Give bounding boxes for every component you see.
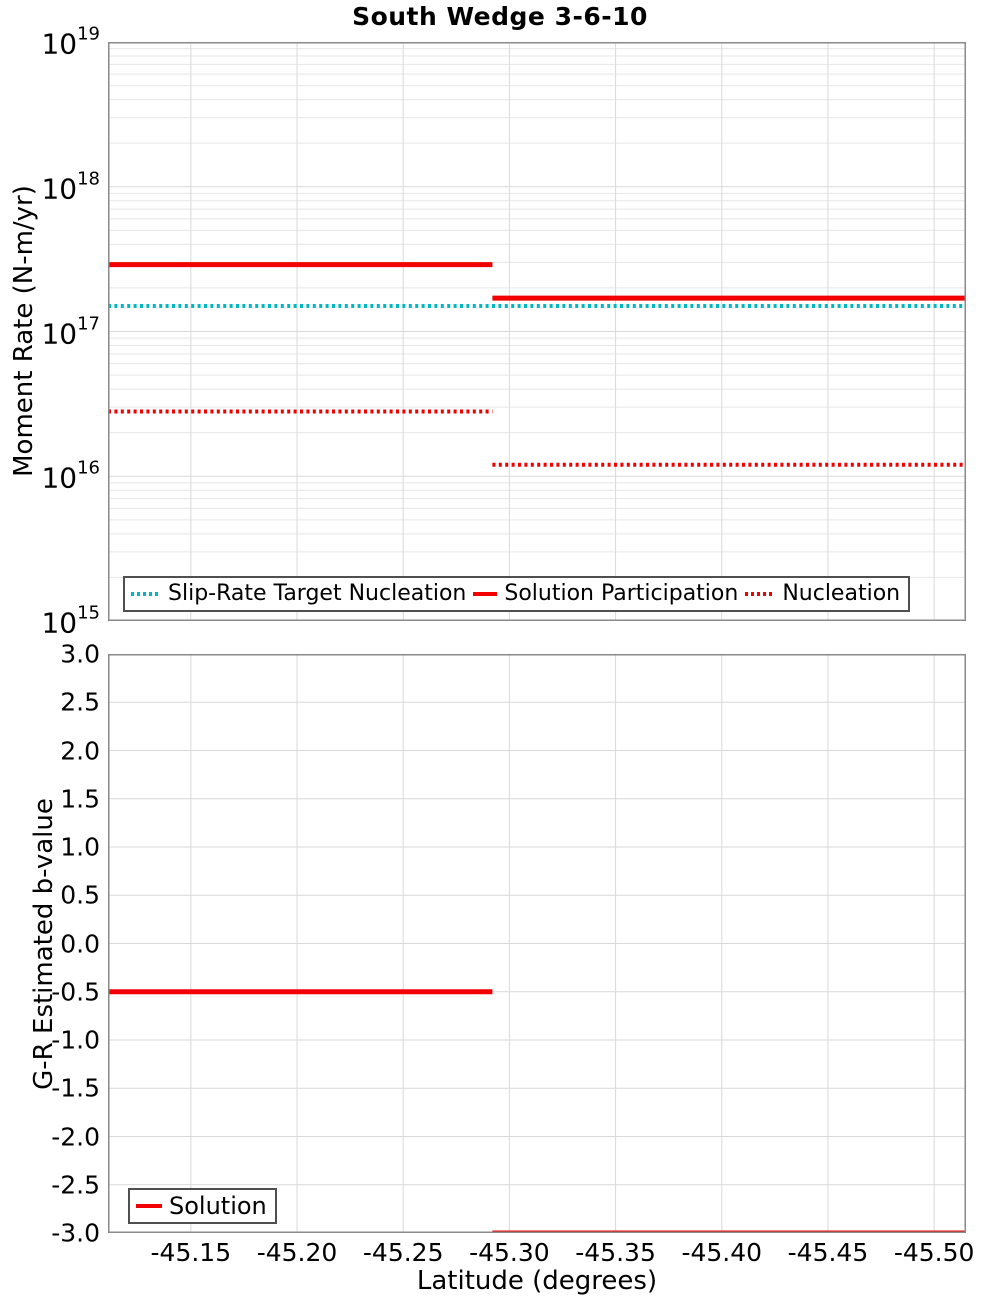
legend-label-solution-participation: Solution Participation: [504, 581, 739, 606]
legend-label-nucleation: Nucleation: [782, 581, 901, 606]
y-axis-label-moment-rate: Moment Rate (N-m/yr): [9, 185, 39, 477]
y-tick-label: -0.5: [51, 977, 100, 1007]
y-tick-base: 10: [41, 317, 78, 350]
solution-participation-line-swatch: [473, 592, 498, 596]
x-tick-label: -45.45: [787, 1238, 869, 1267]
x-tick-label: -45.20: [256, 1238, 338, 1267]
moment-rate-plot: [108, 42, 966, 621]
nucleation-line-swatch: [745, 592, 776, 596]
y-tick-base: 10: [41, 27, 78, 61]
y-tick-exponent: 17: [77, 313, 100, 334]
chart-title: South Wedge 3-6-10: [352, 2, 648, 31]
x-tick-label: -45.35: [575, 1238, 656, 1267]
y-tick-label: 1.5: [60, 784, 100, 814]
y-tick-base: 10: [41, 172, 78, 206]
x-tick-label: -45.30: [469, 1238, 550, 1267]
y-tick-exponent: 18: [77, 168, 100, 190]
y-tick-label: 3.0: [60, 639, 100, 669]
b-value-plot: [108, 654, 966, 1233]
x-tick-label: -45.40: [681, 1238, 763, 1267]
legend-label-solution: Solution: [169, 1192, 267, 1220]
legend-b-value: Solution: [128, 1188, 277, 1224]
y-tick-exponent: 19: [77, 23, 100, 45]
y-tick-label: 1015: [41, 602, 100, 640]
y-tick-label: 2.5: [60, 687, 100, 717]
solution-line-swatch: [136, 1204, 162, 1208]
y-tick-exponent: 15: [77, 602, 100, 624]
y-tick-label: -1.5: [51, 1073, 100, 1103]
y-tick-label: 0.0: [60, 929, 100, 958]
slip-rate-target-nucleation-line-swatch: [131, 592, 161, 596]
legend-label-slip-rate-target-nucleation: Slip-Rate Target Nucleation: [168, 581, 467, 606]
y-tick-label: -2.5: [51, 1170, 100, 1200]
x-tick-label: -45.50: [893, 1238, 975, 1267]
y-tick-label: 1.0: [60, 832, 100, 862]
plot-border: [108, 42, 966, 621]
y-tick-label: 0.5: [60, 880, 100, 910]
x-tick-label: -45.25: [362, 1238, 444, 1267]
y-tick-label: -2.0: [51, 1122, 100, 1151]
y-tick-label: 1019: [41, 23, 100, 61]
plot-border: [108, 654, 966, 1233]
y-tick-base: 10: [41, 606, 78, 640]
y-tick-exponent: 16: [77, 457, 100, 479]
y-tick-label: 1016: [41, 457, 100, 495]
y-tick-label: -1.0: [51, 1025, 100, 1055]
x-tick-label: -45.15: [150, 1238, 232, 1267]
y-tick-label: -3.0: [51, 1218, 100, 1248]
y-tick-label: 1018: [41, 170, 100, 203]
x-axis-label: Latitude (degrees): [416, 1266, 658, 1296]
y-tick-label: 1017: [41, 315, 100, 348]
y-tick-base: 10: [41, 461, 78, 495]
y-tick-label: 2.0: [60, 736, 100, 765]
legend-moment-rate: Slip-Rate Target Nucleation Solution Par…: [123, 576, 911, 612]
